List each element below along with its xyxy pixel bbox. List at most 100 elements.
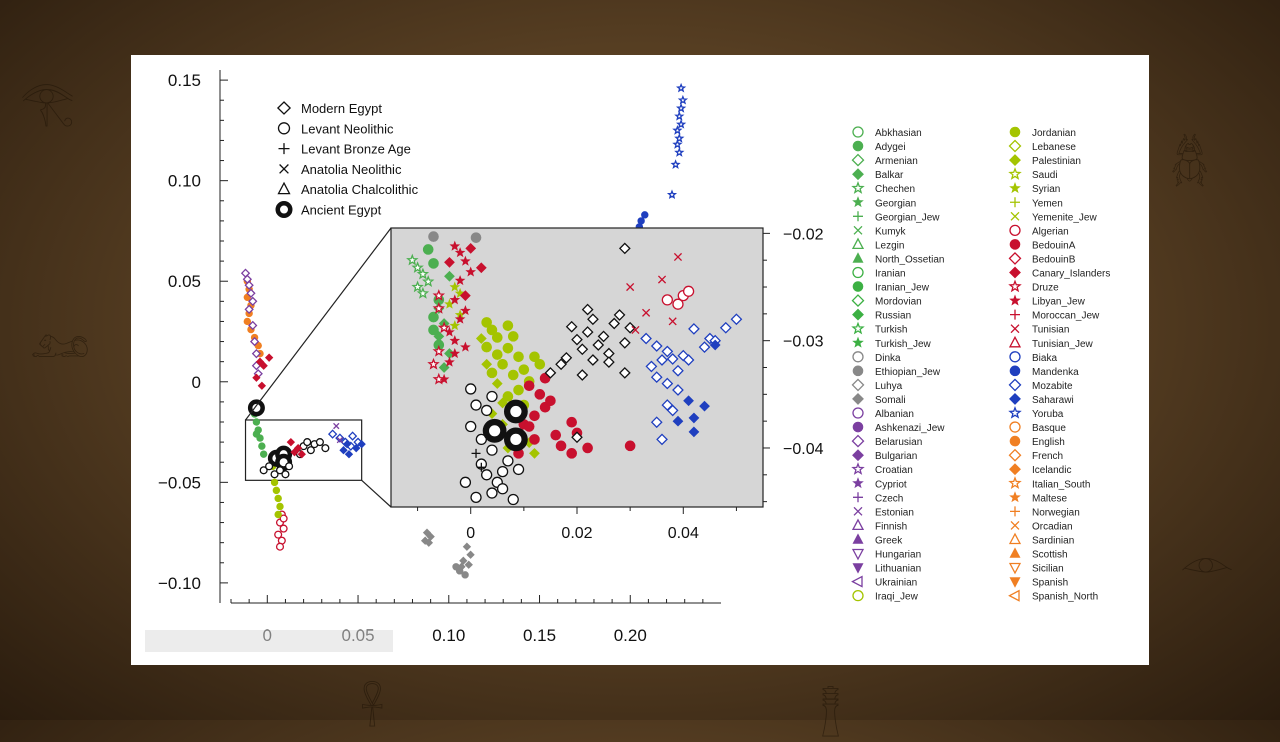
druze-legend-marker	[1008, 279, 1022, 293]
somali-legend-marker	[852, 392, 864, 405]
balkar-legend-marker	[852, 168, 864, 181]
palestinian-inset-point	[481, 358, 493, 370]
main-plot-points	[240, 82, 689, 579]
levant-bronze-age-inset-point	[476, 462, 486, 472]
canary-islanders-legend-marker	[1009, 266, 1021, 279]
yoruba-point	[670, 159, 681, 170]
lebanese-inset-point	[432, 302, 445, 314]
druze-inset-point	[454, 275, 466, 286]
iranian-inset-point	[449, 320, 461, 331]
georgian-jew-legend-marker	[853, 211, 863, 222]
mozabite-inset-point	[650, 340, 663, 352]
algerian-inset-point	[672, 298, 684, 310]
legend-label: Hungarian	[875, 550, 921, 561]
shape-key-label: Levant Bronze Age	[301, 142, 411, 157]
mozabite-point	[327, 429, 338, 439]
ashkenazi-jew-legend-marker	[852, 421, 864, 433]
levant-neolithic-inset-point	[486, 390, 498, 403]
anatolia-chalcolithic-key-marker	[277, 181, 291, 195]
iraqi-jew-legend-marker	[852, 590, 864, 602]
levant-neolithic-inset-point	[475, 433, 487, 446]
levant-neolithic-inset-point	[486, 487, 498, 499]
somali-point	[424, 538, 434, 547]
somali-point	[462, 542, 472, 551]
y-tick-label: −0.10	[158, 574, 201, 593]
jordanian-inset-point	[497, 358, 508, 370]
zoom-region-box	[244, 419, 363, 481]
background-glyph-1: 𓂀	[20, 77, 75, 128]
levant-neolithic-inset-point	[486, 444, 498, 456]
libyan-jew-legend-marker	[1009, 294, 1021, 306]
legend-label: Belarusian	[875, 437, 922, 448]
druze-inset-point	[460, 305, 471, 316]
jordanian-point	[270, 478, 279, 487]
georgian-inset-point	[428, 324, 439, 336]
levant-neolithic-inset-point	[496, 465, 509, 478]
inset-connector-lines	[245, 227, 392, 508]
saudi-inset-point	[523, 380, 535, 392]
jordanian-point	[272, 486, 281, 495]
orcadian-legend-marker	[1010, 520, 1020, 530]
tunisian-jew-legend-marker	[1008, 335, 1022, 348]
legend-label: Iraqi_Jew	[875, 592, 919, 603]
modern-egypt-inset-point	[587, 354, 599, 366]
mozabite-inset-point	[650, 371, 663, 384]
inset-x-tick-label: 0	[466, 525, 475, 542]
tunisian-point	[336, 436, 344, 444]
sardinian-point	[244, 304, 254, 315]
spanish-legend-marker	[1009, 577, 1021, 588]
mandenka-point	[641, 211, 649, 219]
czech-legend-marker	[853, 492, 863, 503]
legend-label: Orcadian	[1032, 521, 1073, 532]
iranian-jew-legend-marker	[852, 281, 864, 292]
mozabite-inset-point	[640, 332, 652, 345]
legend-label: Kumyk	[875, 226, 907, 237]
jordanian-inset-point	[486, 367, 498, 379]
tunisian-inset-point	[657, 275, 667, 284]
levant-neolithic-inset-point	[507, 493, 519, 506]
legend-label: Armenian	[875, 156, 918, 167]
mozabite-inset-point	[730, 313, 743, 326]
abkhasian-inset-point	[411, 280, 424, 293]
jordanian-point	[274, 494, 282, 503]
mozabite-point	[335, 433, 345, 443]
legend-label: Somali	[875, 395, 906, 406]
saudi-inset-point	[566, 416, 577, 428]
y-tick-label: 0.05	[168, 272, 201, 291]
palestinian-inset-point	[491, 378, 503, 389]
saharawi-point	[352, 443, 361, 453]
norwegian-legend-marker	[1010, 506, 1020, 517]
legend-label: Mandenka	[1032, 367, 1079, 378]
palestinian-legend-marker	[1009, 154, 1021, 167]
algerian-point	[279, 524, 288, 533]
saudi-inset-point	[624, 440, 636, 452]
finnish-legend-marker	[851, 518, 865, 531]
yoruba-point	[674, 133, 685, 143]
legend-label: Moroccan_Jew	[1032, 311, 1100, 322]
georgian-inset-point	[428, 258, 439, 269]
yemenite-jew-legend-marker	[1010, 211, 1020, 221]
druze-inset-point	[449, 294, 461, 305]
tunisian-point	[333, 422, 340, 430]
bedouinb-legend-marker	[1008, 251, 1022, 265]
saharawi-point	[342, 439, 352, 449]
saudi-inset-point	[529, 434, 540, 445]
palestinian-inset-point	[529, 447, 540, 459]
albanian-legend-marker	[852, 407, 864, 419]
legend-label: Turkish	[875, 325, 907, 336]
english-legend-marker	[1009, 435, 1021, 447]
sardinian-inset-point	[465, 242, 477, 254]
legend-label: Yemenite_Jew	[1032, 212, 1097, 223]
levant-neolithic-inset-point	[502, 455, 514, 467]
sardinian-inset-point	[475, 262, 487, 274]
saudi-inset-point	[555, 440, 567, 452]
chechen-legend-marker	[851, 181, 865, 194]
palestinian-inset-point	[497, 397, 508, 409]
yoruba-point	[675, 82, 687, 93]
sicilian-legend-marker	[1008, 562, 1022, 575]
saudi-inset-point	[550, 429, 562, 441]
lebanese-inset-point	[432, 372, 446, 385]
greek-legend-marker	[852, 533, 864, 544]
georgian-inset-point	[422, 244, 434, 255]
tunisian-inset-point	[673, 252, 683, 262]
